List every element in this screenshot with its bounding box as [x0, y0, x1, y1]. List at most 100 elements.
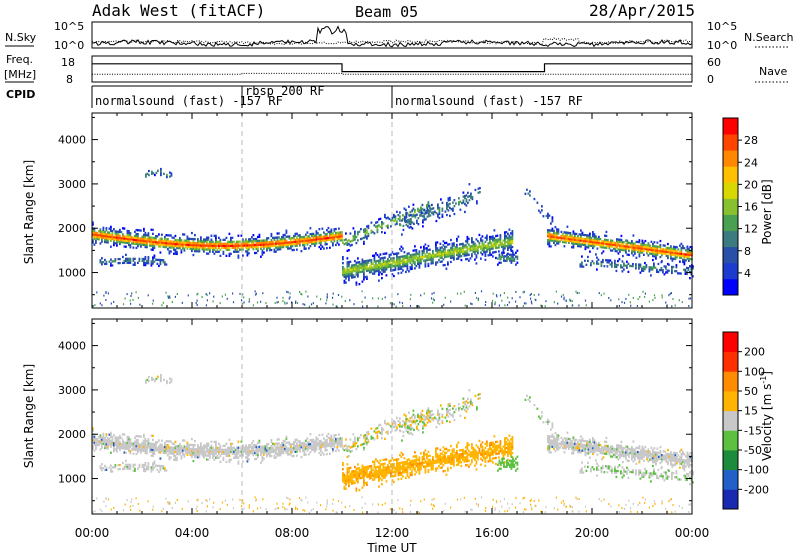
power-cell — [448, 251, 451, 254]
power-cell — [246, 242, 249, 245]
velocity-cell — [257, 453, 259, 456]
power-cell — [363, 274, 365, 277]
power-cell — [459, 247, 461, 250]
velocity-cell — [128, 436, 130, 439]
velocity-cell — [391, 422, 394, 425]
power-cell — [144, 258, 147, 261]
power-cell — [550, 229, 552, 232]
power-cell — [447, 255, 449, 258]
power-cell — [581, 231, 584, 234]
velocity-cell — [354, 469, 356, 473]
velocity-cell — [113, 446, 115, 449]
power-cell — [165, 242, 168, 245]
power-cell — [114, 232, 117, 235]
velocity-cell — [252, 450, 255, 453]
power-cell — [258, 241, 261, 244]
power-cell — [407, 219, 409, 222]
power-cell — [228, 242, 231, 245]
velocity-cell — [111, 439, 114, 443]
power-cell — [686, 257, 689, 260]
power-cell — [396, 254, 398, 257]
power-clutter — [530, 297, 532, 300]
power-cell — [397, 252, 400, 255]
velocity-cell — [381, 469, 383, 472]
power-cell — [114, 260, 117, 263]
velocity-cell — [423, 421, 425, 424]
power-clutter — [625, 297, 627, 300]
velocity-cell — [284, 445, 286, 448]
power-cell — [364, 236, 367, 239]
power-cell — [472, 250, 475, 254]
power-cell — [418, 260, 421, 263]
velocity-cell — [416, 425, 418, 428]
velocity-cell — [364, 436, 367, 439]
power-clutter — [494, 301, 496, 304]
power-cell — [665, 265, 667, 268]
velocity-cell — [375, 468, 377, 471]
power-cell — [370, 221, 373, 224]
velocity-cell — [363, 468, 365, 471]
power-cell — [309, 227, 312, 230]
power-cell — [417, 260, 419, 263]
velocity-cell — [385, 466, 388, 469]
power-cell — [206, 248, 208, 251]
velocity-cell — [212, 454, 214, 457]
velocity-cell — [426, 417, 428, 421]
power-cell — [511, 237, 514, 241]
power-cell — [285, 239, 288, 242]
power-cell — [153, 246, 156, 250]
velocity-cell — [180, 451, 183, 454]
power-cell — [358, 263, 361, 266]
power-cell — [580, 229, 582, 232]
power-cell — [589, 242, 591, 245]
velocity-cell — [126, 437, 129, 441]
power-clutter — [584, 299, 587, 302]
velocity-cell — [248, 452, 250, 455]
power-cell — [155, 171, 158, 174]
power-cell — [465, 194, 468, 197]
power-cell — [104, 238, 106, 242]
power-cell — [516, 257, 519, 260]
velocity-cell — [299, 444, 301, 447]
power-cell — [589, 250, 591, 253]
nave-label: Nave — [759, 65, 787, 78]
power-cell — [351, 239, 353, 243]
velocity-cell — [222, 458, 225, 461]
power-cell — [376, 224, 379, 228]
power-cell — [673, 245, 675, 248]
power-cell — [134, 230, 136, 233]
power-cell — [231, 242, 234, 245]
power-cell — [629, 245, 632, 249]
power-cell — [638, 249, 641, 252]
power-cell — [141, 235, 144, 238]
power-cell — [173, 248, 175, 251]
velocity-cell — [245, 446, 247, 449]
power-cell — [405, 260, 407, 264]
power-cell — [167, 248, 169, 251]
power-clutter — [101, 304, 103, 307]
power-cell — [439, 256, 442, 259]
velocity-cell — [393, 466, 395, 470]
velocity-cell — [237, 446, 240, 449]
power-cell — [110, 225, 112, 228]
power-clutter — [494, 303, 496, 306]
power-cell — [117, 230, 120, 233]
velocity-cell — [183, 439, 186, 442]
power-cell — [460, 243, 463, 246]
power-cell — [311, 234, 313, 238]
power-cell — [581, 265, 583, 268]
power-cell — [330, 234, 333, 237]
velocity-cell — [186, 441, 189, 444]
power-cell — [354, 269, 356, 273]
power-cell — [207, 252, 210, 255]
power-cell — [370, 270, 373, 274]
power-cell — [689, 251, 692, 255]
velocity-cell — [329, 442, 331, 445]
power-cell — [667, 246, 669, 250]
power-cell — [221, 246, 223, 249]
velocity-cell — [264, 449, 267, 452]
power-clutter — [522, 291, 524, 294]
velocity-cell — [321, 443, 324, 446]
velocity-cell — [449, 404, 451, 407]
power-cell — [161, 241, 163, 244]
